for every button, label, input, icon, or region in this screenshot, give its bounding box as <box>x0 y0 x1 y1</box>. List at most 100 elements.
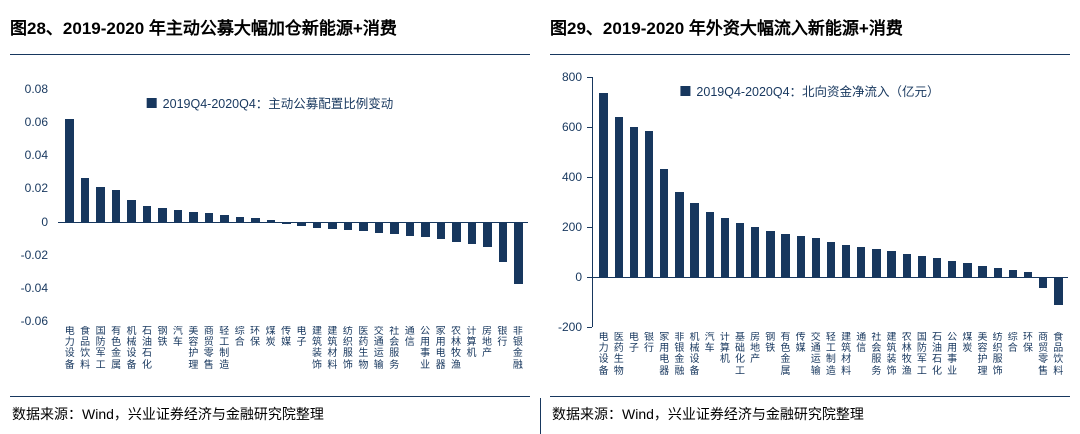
y-tick-label: 0.08 <box>24 82 48 96</box>
legend-29: 2019Q4-2020Q4：北向资金净流入（亿元） <box>680 81 940 100</box>
x-category-label: 社 会 服 务 <box>871 332 882 377</box>
y-tick-label: 400 <box>561 170 582 184</box>
bar <box>452 222 461 243</box>
y-axis-tick <box>587 327 592 328</box>
y-axis-line <box>592 77 593 327</box>
x-category-label: 通 信 <box>856 332 867 355</box>
figure-28-panel: 图28、2019-2020 年主动公募大幅加仓新能源+消费 2019Q4-202… <box>10 19 530 426</box>
y-tick-label: 800 <box>561 70 582 84</box>
x-category-label: 电 力 设 备 <box>598 332 609 377</box>
bar <box>405 222 415 236</box>
x-category-label: 医 药 生 物 <box>358 326 369 371</box>
bar <box>498 222 508 263</box>
x-category-label: 食 品 饮 料 <box>80 326 91 371</box>
x-category-label: 房 地 产 <box>750 332 761 366</box>
x-category-label: 计 算 机 <box>466 326 477 360</box>
x-category-label: 纺 织 服 饰 <box>342 326 353 371</box>
figure-29-title-block: 图29、2019-2020 年外资大幅流入新能源+消费 <box>550 4 1070 54</box>
bar <box>312 222 322 228</box>
bar <box>189 211 198 222</box>
x-category-label: 商 贸 零 售 <box>1038 332 1049 377</box>
bar <box>436 222 446 240</box>
bar <box>841 244 851 277</box>
y-tick-label: -0.06 <box>20 314 48 328</box>
x-category-label: 综 合 <box>234 326 245 349</box>
x-category-label: 机 械 设 备 <box>126 326 137 371</box>
source-note-29: 数据来源：Wind，兴业证券经济与金融研究院整理 <box>552 406 864 422</box>
x-category-label: 综 合 <box>1007 332 1018 355</box>
bar <box>948 261 957 277</box>
y-tick-label: 0.06 <box>24 115 48 130</box>
y-axis-tick <box>587 177 592 178</box>
bar <box>629 126 639 277</box>
y-axis-tick <box>587 127 592 128</box>
figure-29-panel: 图29、2019-2020 年外资大幅流入新能源+消费 2019Q4-2020Q… <box>540 0 1080 434</box>
bar <box>235 216 245 222</box>
x-category-label: 食 品 饮 料 <box>1053 332 1064 377</box>
y-tick-label: 0 <box>575 270 582 284</box>
y-tick-label: -0.04 <box>20 280 48 295</box>
bar <box>266 219 276 222</box>
x-category-label: 电 子 <box>296 326 307 349</box>
zero-axis-line <box>58 221 528 223</box>
plot-area-29: 2019Q4-2020Q4：北向资金净流入（亿元） 800 600 400 200 0 -… <box>550 70 1070 334</box>
x-category-label: 家 用 电 器 <box>435 326 446 371</box>
x-category-label: 轻 工 制 造 <box>825 332 836 377</box>
bar-chart-29: 2019Q4-2020Q4：北向资金净流入（亿元） 800 600 400 200 0 -… <box>550 55 1070 380</box>
x-category-label: 建 筑 材 料 <box>327 326 338 371</box>
bar <box>142 205 152 222</box>
bar-chart-28: 2019Q4-2020Q4：主动公募配置比例变动 0.08 0.06 0.04 0.0… <box>10 55 530 374</box>
bar <box>359 222 368 231</box>
source-band-29: 数据来源：Wind，兴业证券经济与金融研究院整理 <box>550 396 1070 426</box>
y-tick-label: 0.02 <box>24 181 48 196</box>
bar <box>343 222 353 231</box>
x-category-label: 电 子 <box>628 332 639 355</box>
legend-swatch-icon <box>680 85 691 96</box>
x-category-label: 环 保 <box>1022 332 1033 355</box>
bar <box>932 258 942 277</box>
y-tick-label: 200 <box>561 220 582 234</box>
bar <box>857 246 866 277</box>
y-axis-tick <box>587 77 592 78</box>
bar <box>963 263 972 277</box>
bar <box>297 222 306 226</box>
figure-28-title-rule <box>10 54 530 55</box>
source-band-28: 数据来源：Wind，兴业证券经济与金融研究院整理 <box>10 396 530 426</box>
x-category-label: 汽 车 <box>172 326 183 349</box>
bar <box>751 227 760 277</box>
bar <box>204 213 214 222</box>
x-category-label: 交 通 运 输 <box>810 332 821 377</box>
x-category-label: 银 行 <box>497 326 508 349</box>
x-category-label: 国 防 军 工 <box>916 332 927 377</box>
x-category-label: 农 林 牧 渔 <box>451 326 462 371</box>
bar <box>978 265 987 277</box>
x-category-label: 纺 织 服 饰 <box>992 332 1003 377</box>
x-category-label: 基 础 化 工 <box>734 332 745 377</box>
bar <box>173 209 183 222</box>
legend-label: 2019Q4-2020Q4：北向资金净流入（亿元） <box>696 85 940 99</box>
y-axis-tick <box>587 277 592 278</box>
x-category-label: 环 保 <box>250 326 261 349</box>
x-category-label: 公 用 事 业 <box>420 326 431 371</box>
x-category-label: 公 用 事 业 <box>947 332 958 377</box>
bar <box>720 217 730 277</box>
bar <box>644 131 654 277</box>
bar <box>1054 278 1063 305</box>
bar <box>514 222 523 284</box>
bar <box>483 222 492 248</box>
y-tick-label: 600 <box>561 120 582 134</box>
x-category-label: 煤 炭 <box>265 326 276 349</box>
bar <box>282 222 291 225</box>
x-category-label: 传 媒 <box>795 332 806 355</box>
x-category-label: 医 药 生 物 <box>613 332 624 377</box>
bar <box>993 267 1002 277</box>
bar <box>1008 269 1018 277</box>
bar <box>735 222 745 277</box>
y-tick-label: 0 <box>41 214 48 229</box>
x-category-label: 机 械 设 备 <box>689 332 700 377</box>
bar <box>675 191 684 277</box>
bar <box>220 214 229 222</box>
bar <box>1039 278 1048 288</box>
legend-swatch-icon <box>146 97 157 108</box>
